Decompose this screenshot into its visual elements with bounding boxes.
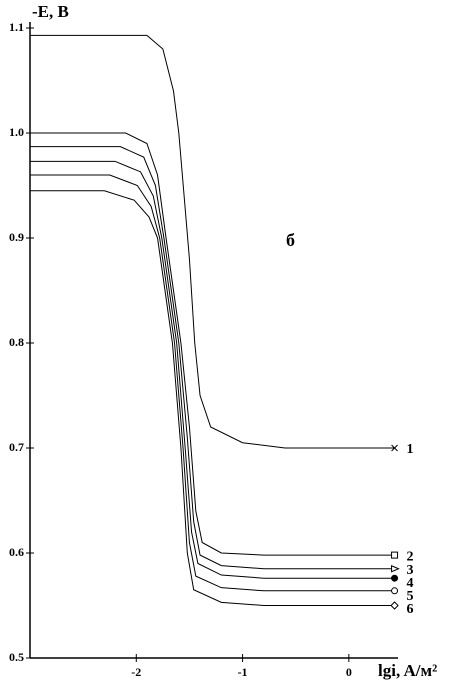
x-tick-label: 0 [346,665,352,679]
y-tick-label: 1.1 [9,20,24,34]
series-line [30,132,395,556]
series-line [30,190,395,606]
series-line [30,146,395,570]
legend-label: 3 [407,563,414,578]
series-line [30,34,395,449]
series-line [30,160,395,579]
marker [391,574,399,582]
y-tick-label: 0.5 [9,650,24,664]
y-tick-label: 0.7 [9,440,24,454]
y-tick-label: 0.9 [9,230,24,244]
legend-label: 1 [407,442,414,457]
x-axis-label: lgi, A/м² [378,661,437,680]
legend-label: 2 [407,549,414,564]
legend-label: 6 [407,602,414,617]
marker [391,564,400,573]
legend-label: 4 [407,576,414,591]
marker [391,551,399,559]
marker [391,587,399,595]
x-tick-label: -2 [131,665,141,679]
y-tick-label: 0.8 [9,335,24,349]
y-tick-label: 0.6 [9,545,24,559]
y-tick-label: 1.0 [9,125,24,139]
marker [390,601,399,610]
y-axis-label: -E, B [32,2,69,21]
series-line [30,174,395,592]
marker [391,444,398,452]
annotation: б [286,230,295,250]
legend-label: 5 [407,589,414,604]
x-tick-label: -1 [238,665,248,679]
